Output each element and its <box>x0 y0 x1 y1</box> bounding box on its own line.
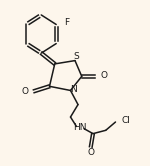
Text: O: O <box>101 71 108 80</box>
Text: F: F <box>64 18 69 27</box>
Text: N: N <box>70 85 77 94</box>
Text: O: O <box>87 148 94 157</box>
Text: HN: HN <box>74 123 87 132</box>
Text: S: S <box>74 52 79 61</box>
Text: O: O <box>21 87 28 96</box>
Text: Cl: Cl <box>122 116 130 125</box>
